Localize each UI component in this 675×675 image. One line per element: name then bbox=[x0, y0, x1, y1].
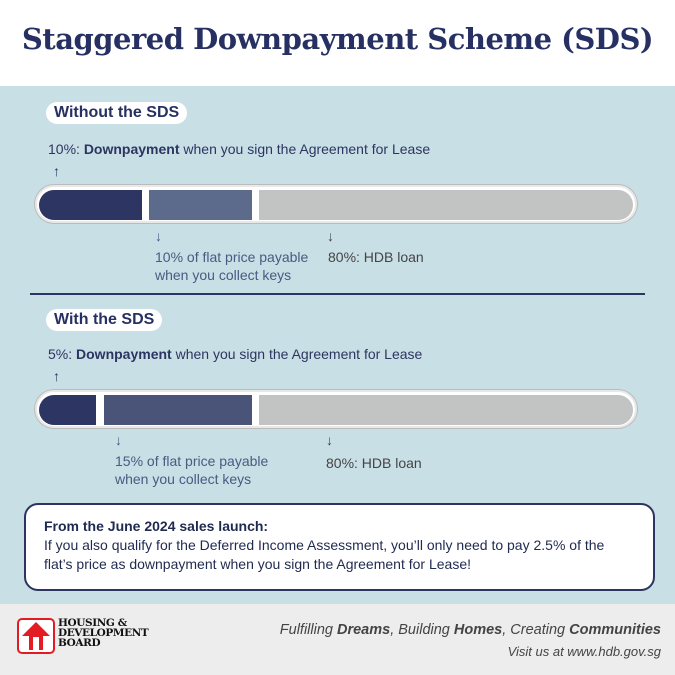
s: Dreams bbox=[337, 622, 391, 638]
without-sds-heading: Without the SDS bbox=[46, 102, 188, 124]
collect-keys-segment bbox=[104, 395, 252, 425]
hdb-logo-icon bbox=[17, 618, 55, 654]
without-sds-bar bbox=[35, 185, 637, 223]
rest: when you sign the Agreement for Lease bbox=[183, 141, 431, 157]
footer: HOUSING & DEVELOPMENT BOARD Fulfilling Dre… bbox=[0, 604, 675, 675]
arrow-down-icon: ↓ bbox=[327, 228, 334, 244]
hdb-logo-text: HOUSING & DEVELOPMENT BOARD bbox=[58, 617, 149, 649]
arrow-down-icon: ↓ bbox=[155, 228, 162, 244]
notice-box: From the June 2024 sales launch: If you … bbox=[24, 503, 655, 591]
arrow-up-icon: ↑ bbox=[53, 163, 60, 179]
with-sds-bar bbox=[35, 390, 637, 428]
with-keys-label: 15% of flat price payable when you collec… bbox=[115, 452, 268, 488]
arrow-up-icon: ↑ bbox=[53, 368, 60, 384]
without-loan-label: 80%: HDB loan bbox=[328, 249, 424, 265]
downpayment-segment bbox=[39, 395, 96, 425]
loan-segment bbox=[259, 395, 633, 425]
without-downpayment-label: 10%: Downpayment when you sign the Agree… bbox=[48, 141, 430, 157]
line: 15% of flat price payable bbox=[115, 453, 269, 469]
notice-body: If you also qualify for the Deferred Inc… bbox=[44, 537, 605, 572]
s: Fulfilling bbox=[279, 622, 337, 638]
arrow-down-icon: ↓ bbox=[115, 432, 122, 448]
pct: 5%: bbox=[48, 346, 73, 362]
arrow-down-icon: ↓ bbox=[326, 432, 333, 448]
with-downpayment-label: 5%: Downpayment when you sign the Agreem… bbox=[48, 346, 422, 362]
slogan: Fulfilling Dreams, Building Homes, Creat… bbox=[280, 622, 661, 638]
page-title: Staggered Downpayment Scheme (SDS) bbox=[21, 22, 654, 56]
s: , Building bbox=[390, 622, 454, 638]
bold: Downpayment bbox=[83, 141, 180, 157]
loan-segment bbox=[259, 190, 633, 220]
divider bbox=[30, 293, 645, 295]
rest: when you sign the Agreement for Lease bbox=[175, 346, 423, 362]
downpayment-segment bbox=[39, 190, 142, 220]
website-link[interactable]: Visit us at www.hdb.gov.sg bbox=[507, 644, 661, 659]
bold: Downpayment bbox=[76, 346, 172, 362]
with-loan-label: 80%: HDB loan bbox=[326, 455, 422, 471]
line: 10% of flat price payable bbox=[155, 249, 309, 265]
collect-keys-segment bbox=[149, 190, 252, 220]
line: when you collect keys bbox=[155, 267, 292, 283]
with-sds-heading: With the SDS bbox=[46, 309, 163, 331]
s: , Creating bbox=[502, 622, 570, 638]
notice-heading: From the June 2024 sales launch: bbox=[44, 518, 269, 534]
without-keys-label: 10% of flat price payable when you collec… bbox=[155, 248, 308, 284]
s: Communities bbox=[569, 622, 661, 638]
pct: 10%: bbox=[48, 141, 80, 157]
line: when you collect keys bbox=[115, 471, 252, 487]
s: Homes bbox=[453, 622, 503, 638]
